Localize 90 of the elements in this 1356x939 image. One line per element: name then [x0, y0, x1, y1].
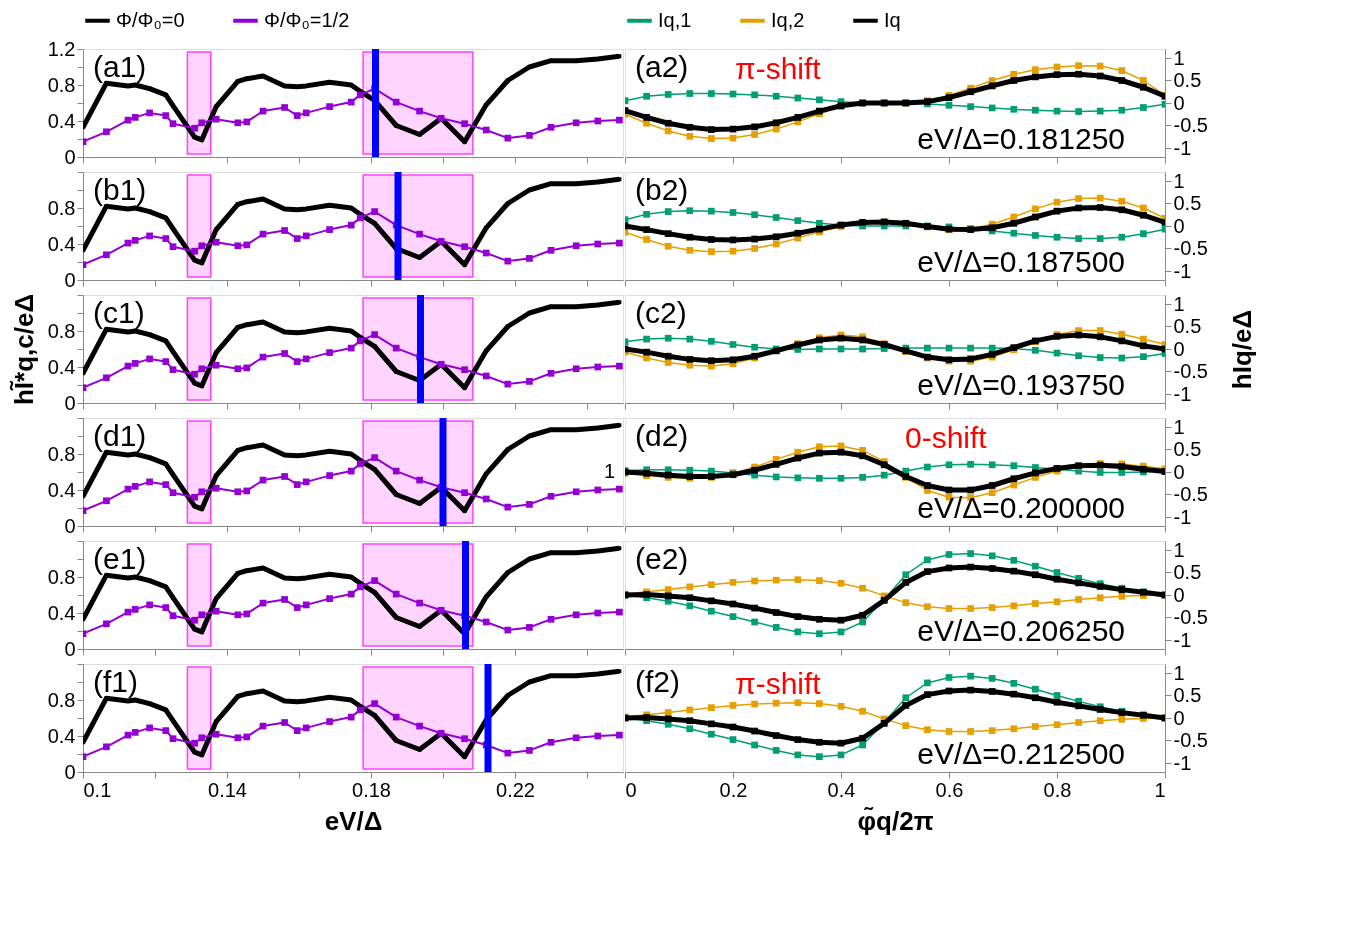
y-tick-label: -1: [1173, 382, 1192, 405]
y-tick-label: 0.4: [47, 109, 76, 132]
y-tick-label: 0: [1173, 91, 1185, 114]
y-tick-label: 1: [1173, 169, 1185, 192]
y-tick-label: 0.4: [47, 601, 76, 624]
y-axis-title: hIq/eΔ: [1226, 309, 1257, 390]
y-tick-label: 1: [1173, 46, 1185, 69]
y-tick-label: 1: [1173, 415, 1185, 438]
y-tick-label: 1.2: [47, 37, 76, 60]
y-tick-label: 0: [1173, 460, 1185, 483]
y-tick-label: 1: [1173, 538, 1185, 561]
x-tick-label: 0: [625, 778, 637, 801]
annotation: (f1): [93, 665, 138, 698]
y-tick-label: 0: [64, 391, 76, 414]
annotation: 0-shift: [905, 421, 988, 454]
y-tick-label: -0.5: [1173, 237, 1208, 259]
y-tick-label: 0.5: [1173, 561, 1202, 583]
y-tick-label: 0: [1173, 706, 1185, 729]
annotation: (e1): [93, 542, 147, 575]
y-tick-label: 1: [1173, 661, 1185, 684]
y-axis-title: hĨ*q,c/eΔ: [8, 293, 39, 406]
y-tick-label: 0.8: [47, 565, 76, 588]
y-tick-label: 0.5: [1173, 192, 1202, 214]
y-tick-label: 0: [1173, 214, 1185, 237]
x-tick-label: 0.18: [352, 778, 391, 801]
annotation: eV/Δ=0.187500: [917, 245, 1125, 278]
y-tick-label: 0.5: [1173, 684, 1202, 706]
annotation: (a2): [635, 50, 689, 83]
y-tick-label: 0: [1173, 337, 1185, 360]
annotation: eV/Δ=0.212500: [917, 737, 1125, 770]
y-tick-label: 0.5: [1173, 438, 1202, 460]
annotation: (c2): [635, 296, 687, 329]
y-tick-label: 0.4: [47, 724, 76, 747]
y-tick-label: 0.4: [47, 478, 76, 501]
x-tick-label: 0.6: [935, 778, 964, 801]
legend-label: Φ/Φ₀=1/2: [264, 8, 350, 31]
y-tick-label: 0.4: [47, 232, 76, 255]
y-tick-label: 0.5: [1173, 69, 1202, 91]
annotation: π-shift: [735, 52, 822, 85]
y-tick-label: 0: [64, 268, 76, 291]
annotation: (d2): [635, 419, 689, 452]
x-tick-label: 0.1: [83, 778, 112, 801]
y-tick-label: 0.8: [47, 73, 76, 96]
y-tick-label: 0.4: [47, 355, 76, 378]
x-tick-label: 0.22: [496, 778, 535, 801]
y-tick-label: -0.5: [1173, 729, 1208, 751]
legend-label: Iq,2: [771, 8, 805, 31]
y-tick-label: 0.8: [47, 442, 76, 465]
x-tick-label: 0.2: [719, 778, 748, 801]
y-tick-label: -1: [1173, 751, 1192, 774]
annotation: (b2): [635, 173, 689, 206]
legend-label: Iq,1: [658, 8, 692, 31]
annotation: 1: [603, 460, 615, 482]
annotation: (f2): [635, 665, 680, 698]
y-tick-label: -0.5: [1173, 483, 1208, 505]
y-tick-label: 0: [64, 145, 76, 168]
y-tick-label: 0.5: [1173, 315, 1202, 337]
y-tick-label: -0.5: [1173, 360, 1208, 382]
legend-label: Iq: [884, 8, 901, 31]
annotation: π-shift: [735, 667, 822, 700]
y-tick-label: -0.5: [1173, 606, 1208, 628]
annotation: eV/Δ=0.206250: [917, 614, 1125, 647]
y-tick-label: 0.8: [47, 196, 76, 219]
annotation: (a1): [93, 50, 147, 83]
annotation: (d1): [93, 419, 147, 452]
y-tick-label: -0.5: [1173, 114, 1208, 136]
annotation: (b1): [93, 173, 147, 206]
y-tick-label: 0: [64, 514, 76, 537]
x-tick-label: 1: [1154, 778, 1166, 801]
y-tick-label: -1: [1173, 628, 1192, 651]
x-tick-label: 0.8: [1043, 778, 1072, 801]
y-tick-label: -1: [1173, 505, 1192, 528]
annotation: eV/Δ=0.200000: [917, 491, 1125, 524]
y-tick-label: 0: [64, 637, 76, 660]
y-tick-label: 0.8: [47, 688, 76, 711]
y-tick-label: 0: [64, 760, 76, 783]
x-tick-label: 0.14: [208, 778, 247, 801]
x-tick-label: 0.4: [827, 778, 856, 801]
y-tick-label: -1: [1173, 136, 1192, 159]
annotation: eV/Δ=0.181250: [917, 122, 1125, 155]
x-axis-title: φ̃q/2π: [857, 805, 934, 836]
y-tick-label: 0.8: [47, 319, 76, 342]
annotation: (e2): [635, 542, 689, 575]
annotation: eV/Δ=0.193750: [917, 368, 1125, 401]
y-tick-label: 1: [1173, 292, 1185, 315]
y-tick-label: 0: [1173, 583, 1185, 606]
legend-label: Φ/Φ₀=0: [116, 8, 185, 31]
annotation: (c1): [93, 296, 145, 329]
x-axis-title: eV/Δ: [324, 805, 383, 836]
y-tick-label: -1: [1173, 259, 1192, 282]
